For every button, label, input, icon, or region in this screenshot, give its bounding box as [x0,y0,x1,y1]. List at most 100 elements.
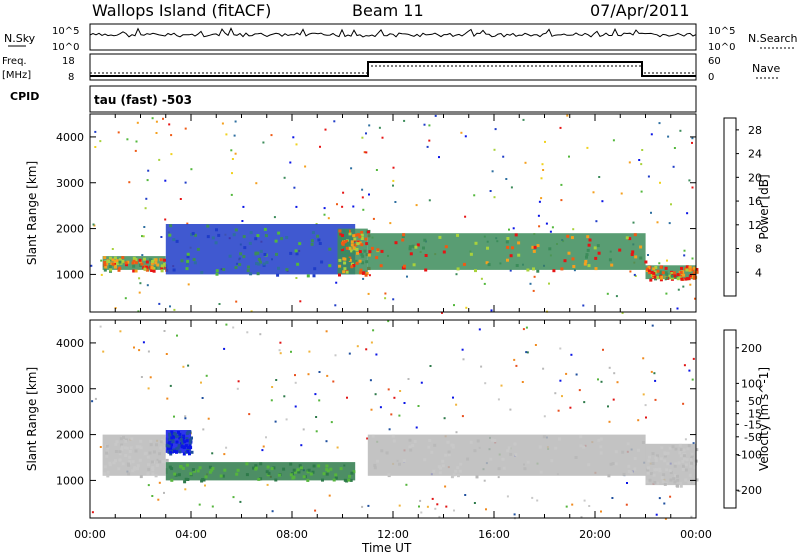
echo-cell [169,444,173,448]
echo-cell [672,477,676,481]
echo-cell [159,446,163,450]
scatter-point [91,400,94,403]
echo-cell [659,457,663,461]
echo-cell [254,466,258,470]
echo-cell [653,275,657,279]
echo-cell [183,440,187,444]
echo-cell [416,243,420,247]
scatter-point [137,310,140,313]
echo-cell [427,445,431,449]
echo-cell [103,268,107,272]
scatter-point [319,145,321,148]
scatter-point [368,124,371,127]
echo-cell [689,464,693,468]
echo-cell [554,446,558,450]
echo-cell [272,466,276,470]
echo-cell [171,438,175,442]
scatter-point [650,211,652,214]
echo-cell [285,268,289,272]
scatter-point [491,170,494,173]
scatter-point [173,415,175,418]
echo-cell [611,462,615,466]
scatter-point [270,399,273,402]
echo-cell [348,258,352,262]
date-title: 07/Apr/2011 [590,1,690,20]
scatter-point [684,438,687,441]
echo-cell [687,480,691,484]
scatter-point [231,158,234,160]
echo-cell [134,269,138,273]
echo-cell [656,481,660,485]
echo-cell [242,235,246,239]
echo-cell [221,474,225,478]
echo-cell [346,257,350,261]
echo-cell [511,246,514,250]
echo-cell [325,472,329,476]
echo-cell [168,435,172,439]
scatter-point [443,417,446,420]
echo-cell [246,269,250,273]
scatter-point [434,114,437,117]
echo-cell [222,268,226,271]
echo-cell [122,435,125,439]
echo-cell [599,437,603,441]
echo-cell [358,271,362,275]
scatter-point [237,380,240,383]
echo-cell [373,463,377,467]
scatter-point [370,341,373,344]
echo-cell [587,243,591,247]
echo-cell [118,458,122,462]
freq-panel-frame [89,53,697,81]
echo-cell [352,470,356,474]
scatter-point [230,193,233,196]
echo-cell [103,256,107,260]
x-tick-label: 16:00 [478,528,510,541]
echo-cell [132,467,136,471]
echo-cell [179,438,183,441]
echo-cell [190,436,193,440]
scatter-point [375,353,378,356]
echo-cell [249,231,253,235]
echo-cell [125,446,129,450]
echo-cell [158,460,161,464]
colorbar-tick-label: 100 [741,377,762,390]
scatter-point [444,485,447,488]
echo-cell [607,474,611,478]
echo-cell [678,451,682,455]
echo-cell [469,252,473,256]
scatter-point [361,196,364,199]
echo-cell [401,238,405,242]
echo-cell [654,277,657,281]
echo-cell [245,462,249,466]
scatter-point [141,235,143,238]
echo-cell [475,475,479,479]
echo-cell [456,233,459,237]
echo-cell [673,480,677,484]
colorbar-label: Power [dB] [757,174,771,239]
echo-cell [411,244,415,248]
echo-cell [138,445,142,449]
echo-cell [341,234,344,237]
scatter-point [223,347,226,350]
echo-cell [654,459,658,462]
echo-cell [155,464,159,467]
scatter-point [565,505,568,508]
scatter-point [182,365,185,368]
scatter-point [318,371,321,373]
scatter-point [561,395,563,398]
echo-cell [676,277,680,281]
scatter-point [315,430,318,433]
echo-cell [343,478,347,482]
scatter-point [139,282,142,285]
echo-cell [654,456,658,460]
echo-cell [208,470,212,474]
echo-cell [609,462,613,466]
scatter-point [688,369,691,372]
echo-cell [124,454,128,457]
echo-cell [424,268,428,272]
scatter-point [361,188,364,191]
echo-cell [118,452,122,456]
echo-cell [442,250,446,254]
scatter-point [236,387,239,390]
echo-cell [536,244,540,248]
